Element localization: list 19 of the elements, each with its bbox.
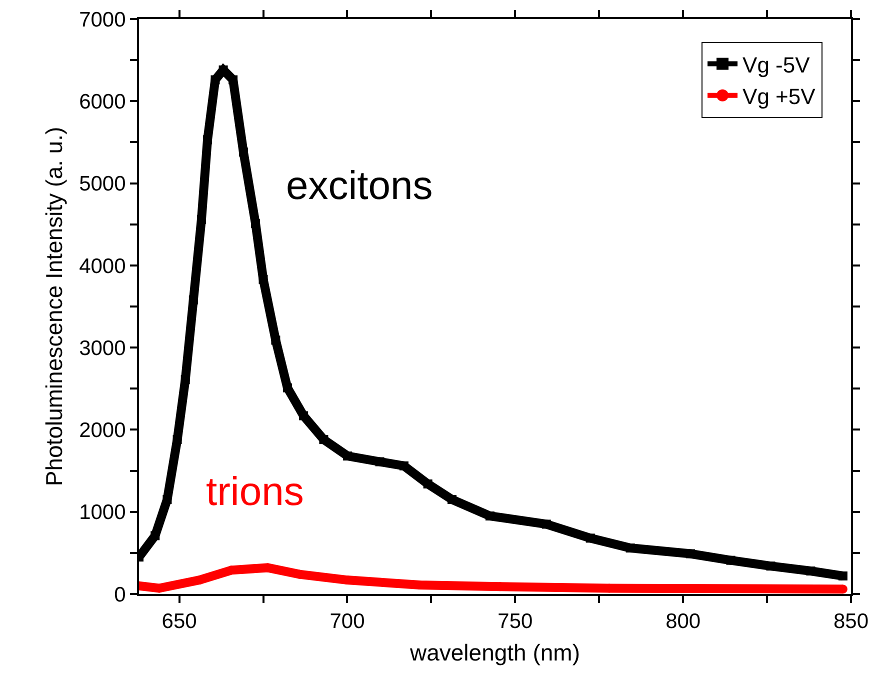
x-tick-label: 850 (833, 610, 869, 634)
x-tick-label: 650 (162, 610, 197, 634)
y-axis-title: Photoluminescence Intensity (a. u.) (41, 126, 68, 486)
legend-label: Vg +5V (742, 84, 816, 109)
y-tick-label: 6000 (79, 90, 126, 114)
y-tick-label: 3000 (79, 336, 126, 360)
x-axis-title: wavelength (nm) (408, 639, 580, 666)
annotation: trions (206, 470, 304, 514)
y-tick-label: 5000 (79, 172, 126, 196)
y-tick-label: 0 (114, 583, 126, 606)
y-tick-label: 1000 (79, 501, 126, 524)
y-tick-label: 2000 (79, 419, 126, 442)
x-tick-label: 700 (330, 610, 365, 634)
y-tick-label: 7000 (79, 8, 126, 32)
legend-label: Vg -5V (742, 52, 810, 78)
y-tick-label: 4000 (79, 254, 126, 278)
x-tick-label: 750 (498, 610, 533, 634)
x-tick-label: 800 (666, 610, 701, 634)
annotation: excitons (286, 164, 433, 208)
